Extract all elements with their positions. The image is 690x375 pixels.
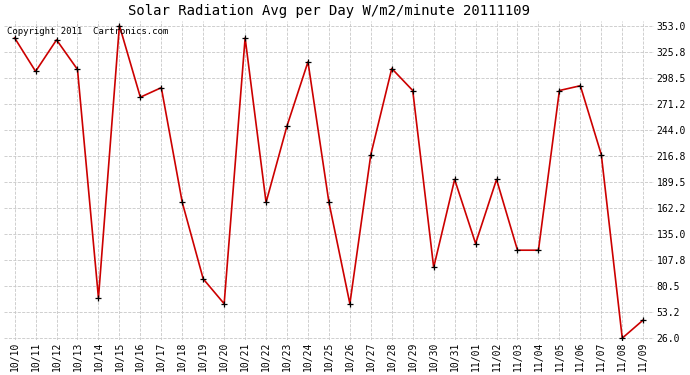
Text: Copyright 2011  Cartronics.com: Copyright 2011 Cartronics.com — [8, 27, 168, 36]
Title: Solar Radiation Avg per Day W/m2/minute 20111109: Solar Radiation Avg per Day W/m2/minute … — [128, 4, 530, 18]
